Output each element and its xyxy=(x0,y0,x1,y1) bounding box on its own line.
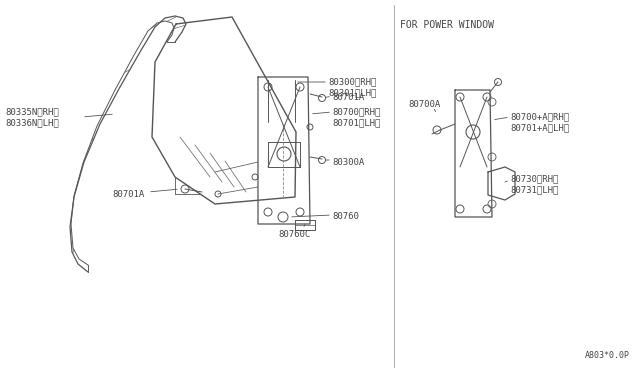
Text: 80760C: 80760C xyxy=(279,230,311,238)
Text: A803*0.0P: A803*0.0P xyxy=(585,351,630,360)
Text: 80700〈RH〉
80701〈LH〉: 80700〈RH〉 80701〈LH〉 xyxy=(332,107,380,127)
Text: 80701A: 80701A xyxy=(113,189,145,199)
Text: 80300〈RH〉
80301〈LH〉: 80300〈RH〉 80301〈LH〉 xyxy=(328,77,376,97)
Text: 80700+A〈RH〉
80701+A〈LH〉: 80700+A〈RH〉 80701+A〈LH〉 xyxy=(510,112,569,132)
Text: 80300A: 80300A xyxy=(332,157,364,167)
Text: 80335N〈RH〉
80336N〈LH〉: 80335N〈RH〉 80336N〈LH〉 xyxy=(5,107,59,127)
Text: FOR POWER WINDOW: FOR POWER WINDOW xyxy=(399,20,493,30)
Text: 80760: 80760 xyxy=(332,212,359,221)
Text: 80701A: 80701A xyxy=(332,93,364,102)
Text: 80730〈RH〉
80731〈LH〉: 80730〈RH〉 80731〈LH〉 xyxy=(510,174,558,194)
Text: 80700A: 80700A xyxy=(408,99,440,109)
